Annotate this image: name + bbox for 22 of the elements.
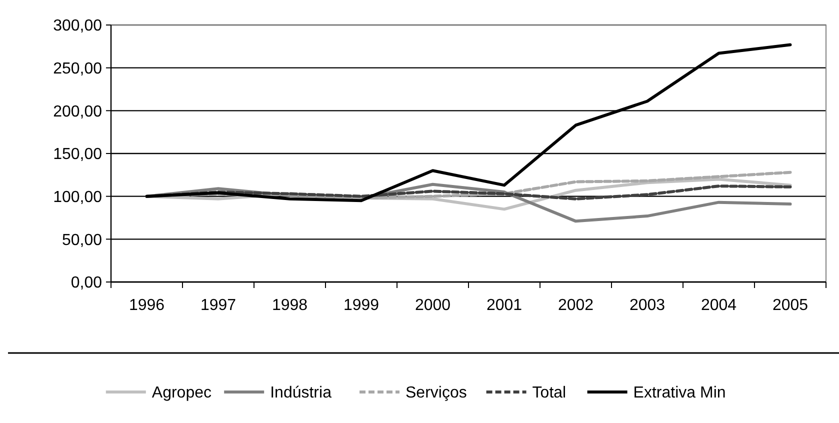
legend-label: Agropec bbox=[152, 384, 212, 402]
y-tick-label: 250,00 bbox=[53, 60, 102, 78]
legend-label: Serviços bbox=[406, 384, 467, 402]
y-tick-label: 50,00 bbox=[62, 232, 102, 249]
legend-label: Total bbox=[532, 384, 566, 402]
x-tick-label: 2000 bbox=[414, 297, 451, 314]
legend-label: Extrativa Min bbox=[633, 384, 726, 402]
y-tick-label: 150,00 bbox=[53, 146, 102, 164]
y-tick-label: 300,00 bbox=[53, 18, 102, 35]
legend-label: Indústria bbox=[270, 384, 332, 402]
x-tick-label: 2003 bbox=[629, 297, 666, 314]
y-tick-label: 200,00 bbox=[53, 103, 102, 120]
x-tick-label: 1997 bbox=[200, 297, 236, 314]
x-tick-label: 1998 bbox=[272, 297, 308, 314]
x-tick-label: 1996 bbox=[128, 297, 165, 314]
y-tick-label: 100,00 bbox=[53, 188, 102, 206]
x-tick-label: 2005 bbox=[772, 297, 808, 314]
x-tick-label: 2001 bbox=[486, 297, 522, 314]
x-tick-label: 2004 bbox=[700, 297, 737, 314]
x-tick-label: 2002 bbox=[558, 297, 594, 314]
x-tick-label: 1999 bbox=[343, 297, 380, 314]
y-tick-label: 0,00 bbox=[70, 274, 102, 292]
